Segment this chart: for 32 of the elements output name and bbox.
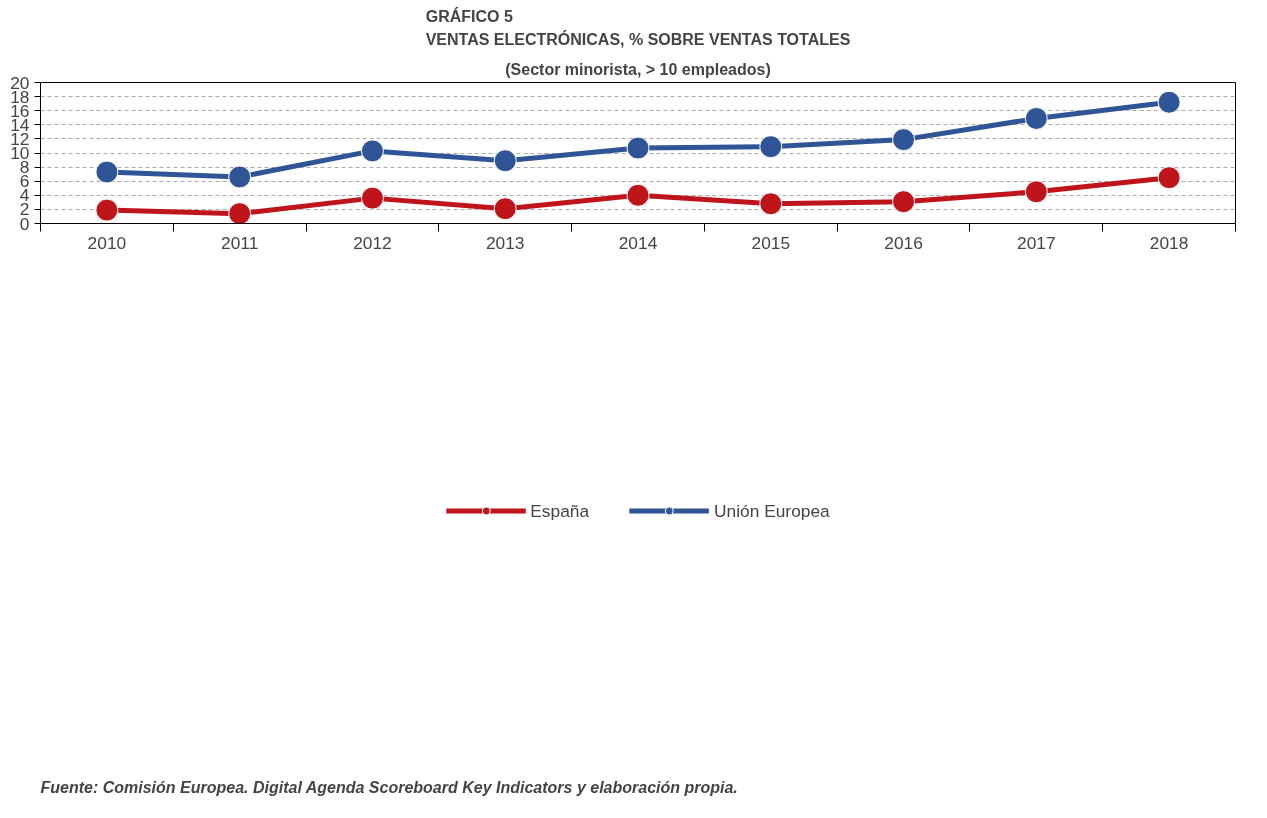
point <box>360 139 384 163</box>
point <box>1024 106 1048 130</box>
point <box>228 165 252 189</box>
x-tick-label: 2011 <box>221 232 259 253</box>
x-tick-label: 2014 <box>618 232 658 253</box>
point <box>95 198 119 222</box>
point <box>892 128 916 152</box>
x-tick-label: 2010 <box>87 232 127 253</box>
x-tick-label: 2017 <box>1017 232 1056 253</box>
point <box>626 183 650 207</box>
point <box>493 149 517 173</box>
chart-title: GRÁFICO 5 VENTAS ELECTRÓNICAS, % SOBRE VENTAS TOTALES <box>425 6 851 49</box>
source-note: Fuente: Comisión Europea. Digital Agenda Scoreboard Key Indicators y elaboración propia. <box>40 778 738 796</box>
x-tick-label: 2013 <box>485 232 525 253</box>
legend-label: España <box>530 500 590 522</box>
x-tick-label: 2015 <box>751 232 791 253</box>
point <box>228 202 252 224</box>
point <box>1157 90 1181 114</box>
point <box>759 135 783 159</box>
point <box>1157 166 1181 190</box>
x-tick-label: 2016 <box>884 232 923 253</box>
x-tick-label: 2018 <box>1149 232 1189 253</box>
point <box>626 136 650 160</box>
point <box>95 160 119 184</box>
point <box>493 197 517 221</box>
x-tick-label: 2012 <box>353 232 392 253</box>
point <box>360 186 384 210</box>
point <box>1024 180 1048 204</box>
chart-subtitle: (Sector minorista, > 10 empleados) <box>505 60 771 78</box>
point <box>892 190 916 214</box>
legend-label: Unión Europea <box>714 500 830 522</box>
point <box>759 192 783 216</box>
